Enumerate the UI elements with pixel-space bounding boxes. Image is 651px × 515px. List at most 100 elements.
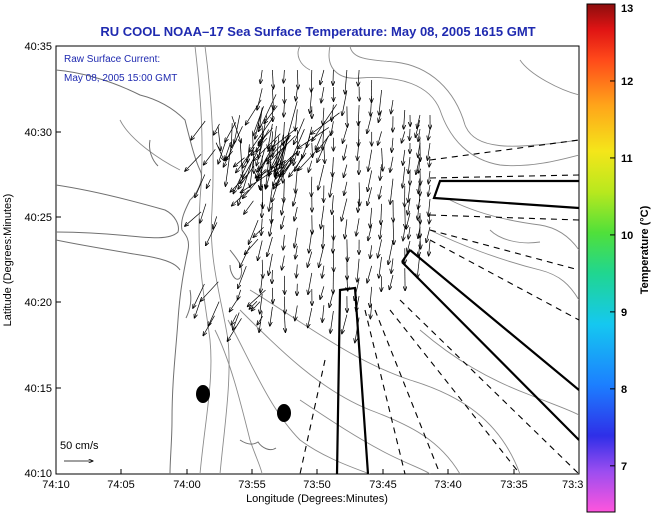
current-vector: [307, 126, 313, 148]
current-vector: [260, 276, 262, 293]
colorbar-tick-label: 11: [621, 153, 633, 165]
current-vector: [268, 123, 273, 149]
current-vector: [296, 88, 298, 101]
current-vector: [268, 253, 273, 276]
current-vector: [230, 174, 248, 192]
x-tick-label: 73:55: [238, 479, 266, 491]
current-vector: [242, 147, 255, 168]
current-vector: [426, 226, 431, 243]
radar-range-lines: [299, 139, 579, 474]
current-vector: [343, 144, 348, 161]
current-vector: [253, 227, 264, 237]
current-vector: [419, 240, 421, 256]
current-vector: [381, 203, 382, 225]
current-vector: [293, 188, 298, 206]
current-vector: [231, 314, 237, 326]
x-tick-label: 74:10: [42, 479, 70, 491]
current-vector: [272, 69, 273, 89]
current-vector: [403, 228, 405, 241]
current-vector: [417, 254, 421, 278]
current-vector: [206, 178, 211, 188]
coastline: [56, 69, 277, 474]
current-vector: [429, 212, 430, 224]
current-vector: [347, 276, 348, 291]
current-vector: [416, 157, 421, 175]
current-vector: [428, 198, 430, 216]
y-tick-label: 40:25: [24, 212, 52, 224]
current-vector: [354, 279, 360, 300]
current-vector: [258, 240, 263, 261]
current-vectors: [185, 69, 431, 343]
current-vector: [239, 139, 243, 179]
current-vector: [321, 205, 325, 229]
current-vector: [322, 305, 324, 322]
current-vector: [320, 286, 325, 299]
current-vector: [311, 176, 312, 197]
current-vector: [243, 169, 268, 199]
current-vector: [382, 148, 383, 171]
current-vector: [323, 225, 324, 248]
current-vector: [402, 166, 406, 188]
current-vector: [389, 274, 394, 290]
y-tick-label: 40:15: [24, 383, 52, 395]
x-tick-label: 74:05: [107, 479, 135, 491]
current-annotation-line1: Raw Surface Current:: [64, 54, 160, 65]
current-vector: [332, 195, 334, 214]
current-vector: [295, 168, 297, 194]
buoy-marker-west: [196, 385, 210, 403]
current-vector: [283, 121, 284, 145]
current-vector: [401, 131, 406, 143]
current-vector: [281, 140, 285, 165]
x-axis-label: Longitude (Degrees:Minutes): [246, 493, 388, 505]
current-vector: [272, 269, 273, 284]
current-vector: [244, 238, 259, 254]
current-vector: [262, 184, 263, 208]
current-vector: [356, 295, 360, 312]
current-vector: [428, 170, 430, 184]
current-vector: [417, 114, 421, 128]
current-vector: [217, 126, 221, 150]
current-vector: [269, 186, 273, 212]
current-vector: [293, 150, 298, 166]
current-vector: [257, 88, 263, 110]
current-vector: [257, 316, 263, 325]
current-vector: [213, 216, 218, 229]
current-vector: [255, 139, 277, 178]
current-vector: [270, 306, 273, 326]
current-vector: [310, 89, 312, 114]
current-vector: [408, 226, 410, 239]
current-vector: [270, 219, 273, 236]
x-tick-label: 73:3: [562, 479, 583, 491]
current-vector: [345, 219, 348, 238]
current-vector: [271, 202, 272, 224]
x-axis: 74:10 74:05 74:00 73:55 73:50 73:45 73:4…: [42, 469, 583, 505]
current-vector: [379, 89, 382, 115]
current-vector: [284, 103, 285, 117]
x-tick-label: 73:35: [500, 479, 528, 491]
current-vector: [418, 226, 420, 239]
current-vector: [272, 287, 273, 304]
current-vector: [295, 305, 298, 321]
figure-title: RU COOL NOAA–17 Sea Surface Temperature:…: [100, 24, 535, 39]
current-vector: [297, 69, 298, 89]
current-vector: [390, 156, 394, 173]
current-vector: [259, 148, 266, 171]
colorbar-tick-label: 9: [621, 307, 627, 319]
current-vector: [323, 107, 324, 125]
current-vector: [429, 156, 430, 167]
current-vector: [225, 150, 233, 160]
y-tick-label: 40:20: [24, 297, 52, 309]
current-vector: [297, 129, 298, 156]
current-vector: [311, 112, 340, 135]
current-vector: [403, 149, 405, 165]
current-vector: [260, 294, 263, 314]
current-vector: [193, 283, 205, 308]
current-vector: [284, 179, 285, 203]
current-vector: [200, 203, 207, 224]
current-vector: [342, 314, 348, 334]
x-tick-label: 73:50: [303, 479, 331, 491]
current-vector: [391, 99, 393, 114]
y-tick-label: 40:10: [24, 468, 52, 480]
y-tick-label: 40:35: [24, 41, 52, 53]
